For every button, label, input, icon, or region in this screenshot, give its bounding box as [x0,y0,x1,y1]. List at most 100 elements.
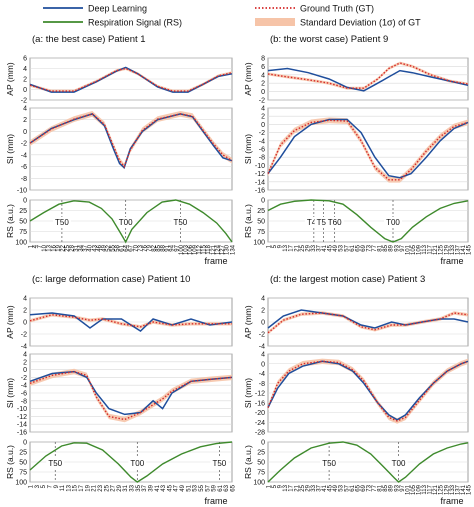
x-tick-label: 21 [294,244,300,251]
x-tick-label: 21 [92,484,98,491]
panel-title: (a: the best case) Patient 1 [32,34,146,45]
x-tick-label: 7 [38,244,44,248]
respiration-signal-line [267,199,469,243]
x-tick-label: 73 [367,484,373,491]
y-tick-label: -28 [255,430,265,437]
legend-item: Respiration Signal (RS) [43,18,182,28]
y-tick-label: 2 [261,81,265,88]
phase-label: T00 [130,459,144,468]
y-tick-label: 0 [261,122,265,129]
x-tick-label: 27 [111,484,117,491]
y-tick-label: -2 [21,332,27,339]
y-tick-label: 2 [261,114,265,121]
y-axis-label: RS (a.u.) [5,204,15,238]
x-tick-label: 31 [123,484,129,491]
y-tick-label: -8 [259,381,265,388]
legend: Deep Learning Ground Truth (GT) Respiratio… [43,4,421,28]
x-tick-label: 94 [170,244,176,251]
x-tick-label: 65 [355,484,361,491]
x-tick-label: 51 [186,484,192,491]
respiration-signal-line [29,441,233,483]
y-tick-label: 50 [19,460,27,467]
x-tick-label: 29 [117,484,123,491]
x-tick-label: 97 [400,484,406,491]
x-tick-label: 1 [267,484,273,488]
y-axis-label: SI (mm) [243,378,253,408]
x-tick-label: 61 [120,244,126,251]
x-tick-label: 55 [111,244,117,251]
x-tick-label: 10 [42,244,48,251]
x-tick-label: 121 [433,244,439,255]
y-axis-label: AP (mm) [243,62,253,96]
legend-item: Standard Deviation (1σ) of GT [255,18,421,28]
x-tick-label: 15 [73,484,79,491]
y-tick-label: -14 [255,179,265,186]
x-tick-label: 89 [389,244,395,251]
legend-label: Deep Learning [88,4,147,14]
y-tick-label: 0 [23,440,27,447]
y-axis-label: RS (a.u.) [5,445,15,479]
y-tick-label: 2 [23,117,27,124]
x-tick-label: 113 [422,244,428,254]
x-tick-label: 101 [405,244,411,255]
x-tick-label: 17 [289,244,295,251]
ground-truth-line [267,360,469,422]
y-tick-label: -14 [17,422,27,429]
y-tick-label: -6 [259,147,265,154]
x-tick-label: 65 [231,484,237,491]
gt-std-band [268,358,468,424]
legend-label: Ground Truth (GT) [300,4,374,14]
y-tick-label: 100 [15,240,27,247]
x-tick-label: 57 [344,244,350,251]
ground-truth-line [29,314,232,328]
x-tick-label: 33 [311,244,317,251]
x-tick-label: 100 [179,244,185,255]
x-tick-label: 69 [361,484,367,491]
y-tick-label: 2 [261,308,265,315]
y-tick-label: 4 [261,72,265,79]
y-tick-label: 6 [261,64,265,71]
y-tick-label: -24 [255,420,265,427]
y-tick-label: -6 [21,164,27,171]
y-axis-label: RS (a.u.) [243,445,253,479]
x-tick-label: 13 [283,484,289,491]
phase-label-bg [325,217,344,227]
phase-label-bg [46,458,65,468]
y-tick-label: 25 [257,450,265,457]
x-tick-label: 41 [155,484,161,491]
panel-title: (b: the worst case) Patient 9 [270,34,388,45]
x-tick-label: 46 [97,244,103,251]
x-tick-label: 63 [224,484,230,491]
ground-truth-line [267,62,469,89]
si-subplot: 4 2 0 -2 -4 -6 -8 -10 SI (mm) [5,106,233,195]
phase-label: T00 [392,459,406,468]
y-tick-label: 75 [19,229,27,236]
x-tick-label: 115 [202,244,208,254]
x-tick-label: 61 [218,484,224,491]
x-tick-label: 81 [378,244,384,251]
x-tick-label: 137 [455,244,461,255]
y-tick-label: -12 [17,414,27,421]
y-tick-label: -2 [259,332,265,339]
legend-item: Ground Truth (GT) [255,4,374,14]
x-tick-label: 125 [439,244,445,255]
y-tick-label: -10 [17,188,27,195]
x-tick-label: 41 [322,244,328,251]
x-tick-label: 88 [161,244,167,251]
phase-label-bg [210,458,229,468]
x-tick-label: 69 [361,244,367,251]
x-tick-label: 43 [92,244,98,251]
x-tick-label: 106 [188,244,194,255]
x-tick-label: 91 [165,244,171,251]
y-tick-label: -16 [255,188,265,195]
y-tick-label: -4 [259,344,265,351]
gt-std-band [30,313,232,329]
x-tick-label: 113 [422,484,428,494]
phase-label-bg [389,458,408,468]
y-tick-label: -2 [259,98,265,105]
x-tick-label: 19 [85,484,91,491]
gt-std-band [268,61,468,90]
x-tick-label: 37 [317,484,323,491]
